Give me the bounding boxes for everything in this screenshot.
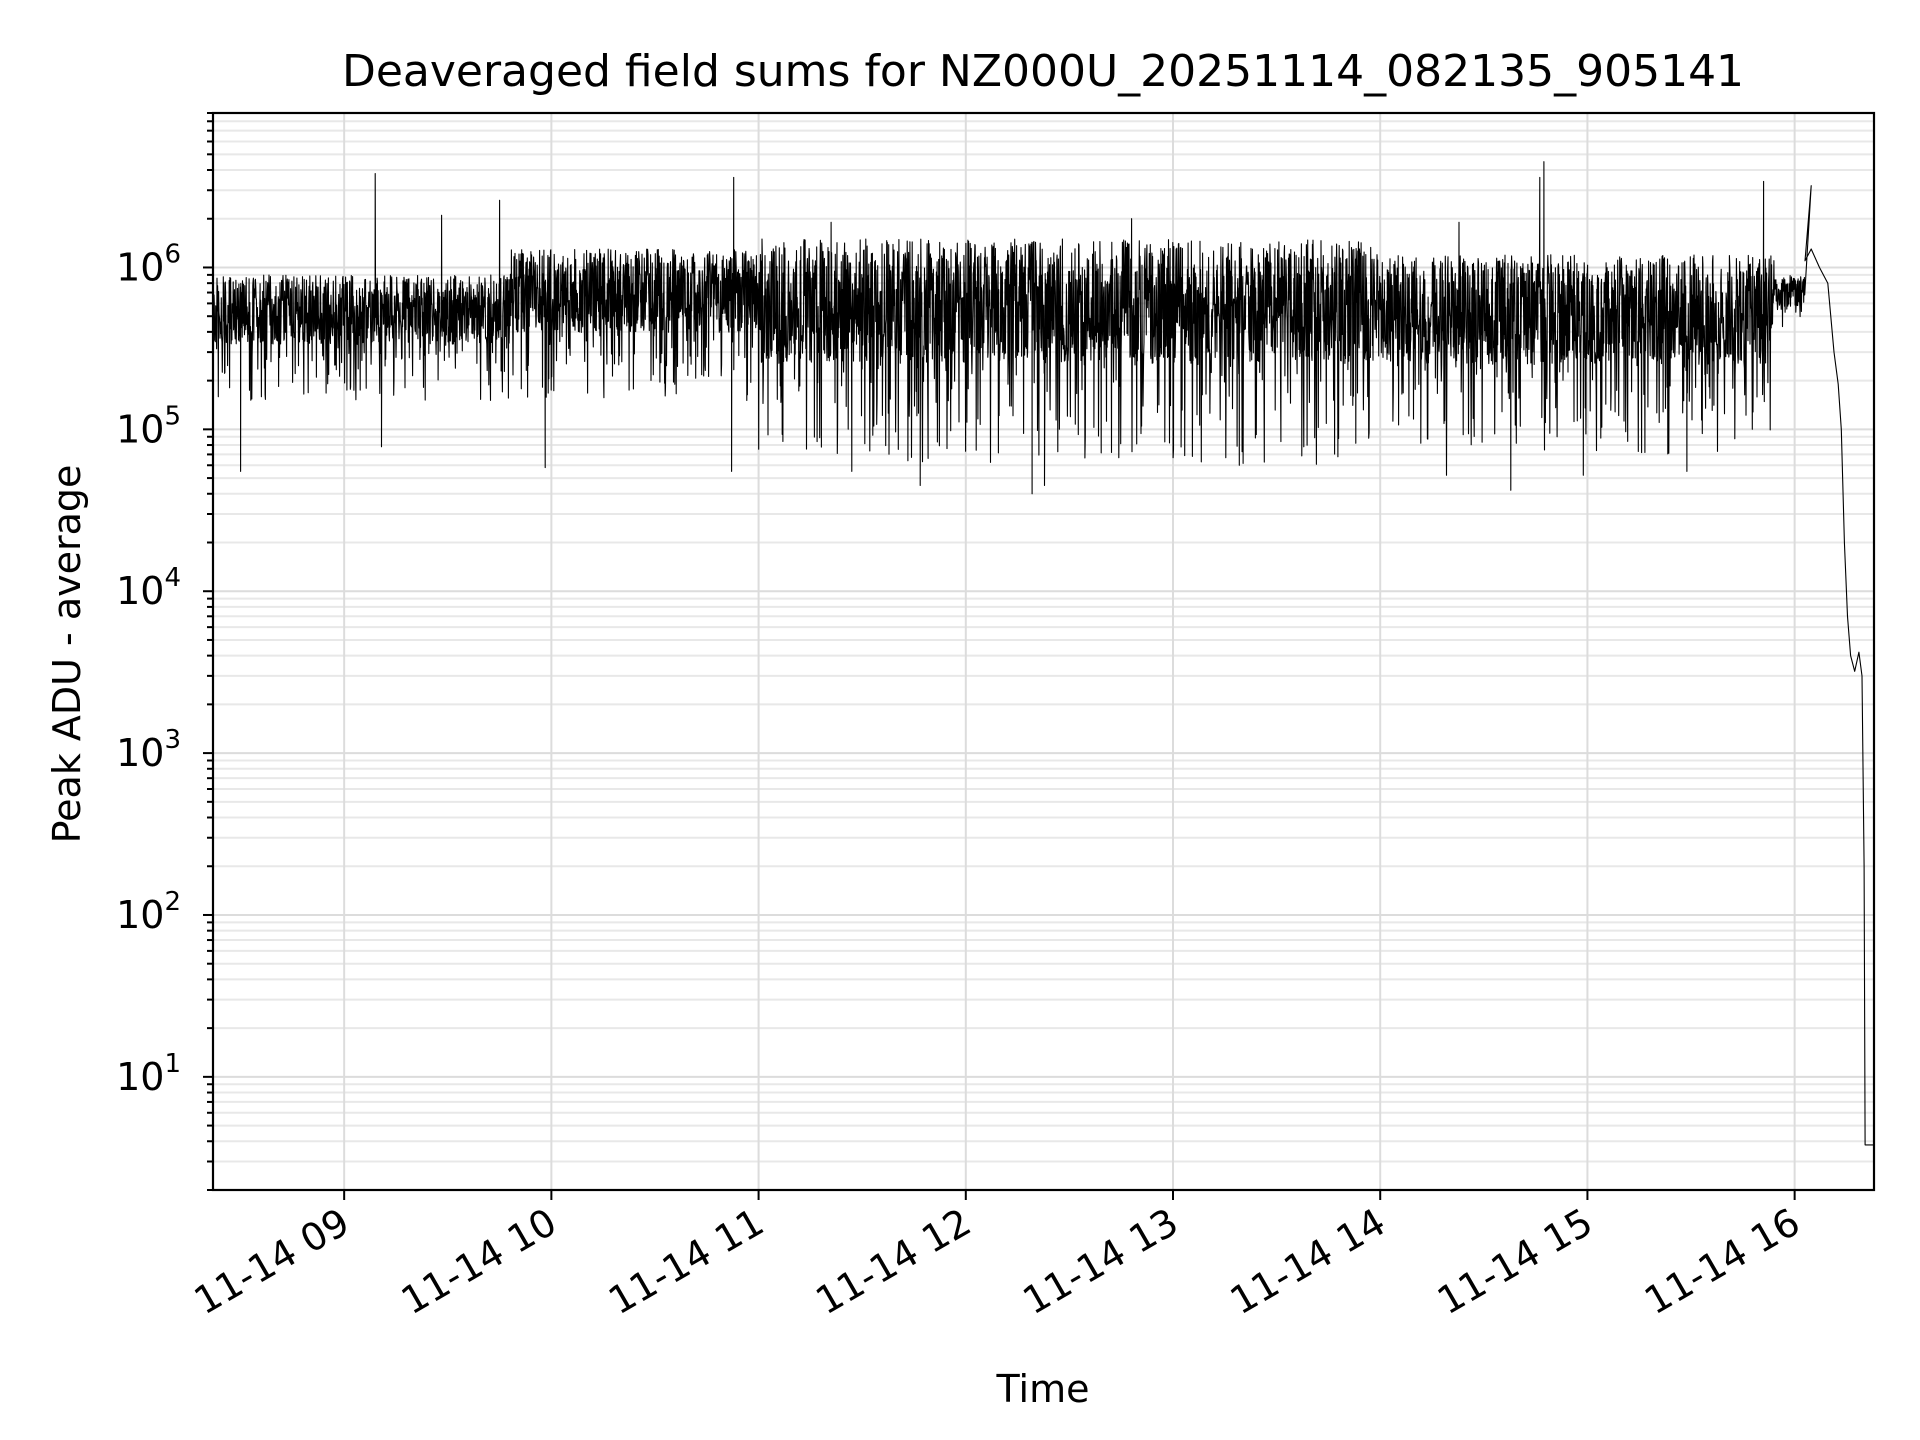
y-tick-label: 103 bbox=[116, 725, 181, 775]
x-tick-label: 11-14 12 bbox=[808, 1200, 978, 1324]
y-tick-label: 102 bbox=[116, 887, 181, 937]
x-axis-label: Time bbox=[996, 1367, 1090, 1411]
data-series bbox=[212, 161, 1874, 1146]
plot-frame bbox=[211, 111, 1876, 1192]
x-tick-label: 11-14 14 bbox=[1223, 1200, 1393, 1324]
grid bbox=[213, 112, 1874, 1191]
x-tick-label: 11-14 16 bbox=[1637, 1200, 1807, 1324]
y-tick-label: 104 bbox=[116, 563, 181, 613]
x-tick-label: 11-14 10 bbox=[394, 1200, 564, 1324]
y-tick-label: 101 bbox=[116, 1049, 181, 1099]
x-tick-label: 11-14 13 bbox=[1016, 1200, 1186, 1324]
x-tick-label: 11-14 11 bbox=[601, 1200, 771, 1324]
chart-title: Deaveraged field sums for NZ000U_2025111… bbox=[342, 46, 1744, 97]
series-line bbox=[212, 161, 1874, 1146]
x-tick-label: 11-14 09 bbox=[187, 1200, 357, 1324]
y-tick-label: 105 bbox=[116, 401, 181, 451]
x-tick-label: 11-14 15 bbox=[1430, 1200, 1600, 1324]
y-tick-label: 106 bbox=[116, 239, 181, 289]
y-axis-label: Peak ADU - average bbox=[45, 465, 89, 844]
